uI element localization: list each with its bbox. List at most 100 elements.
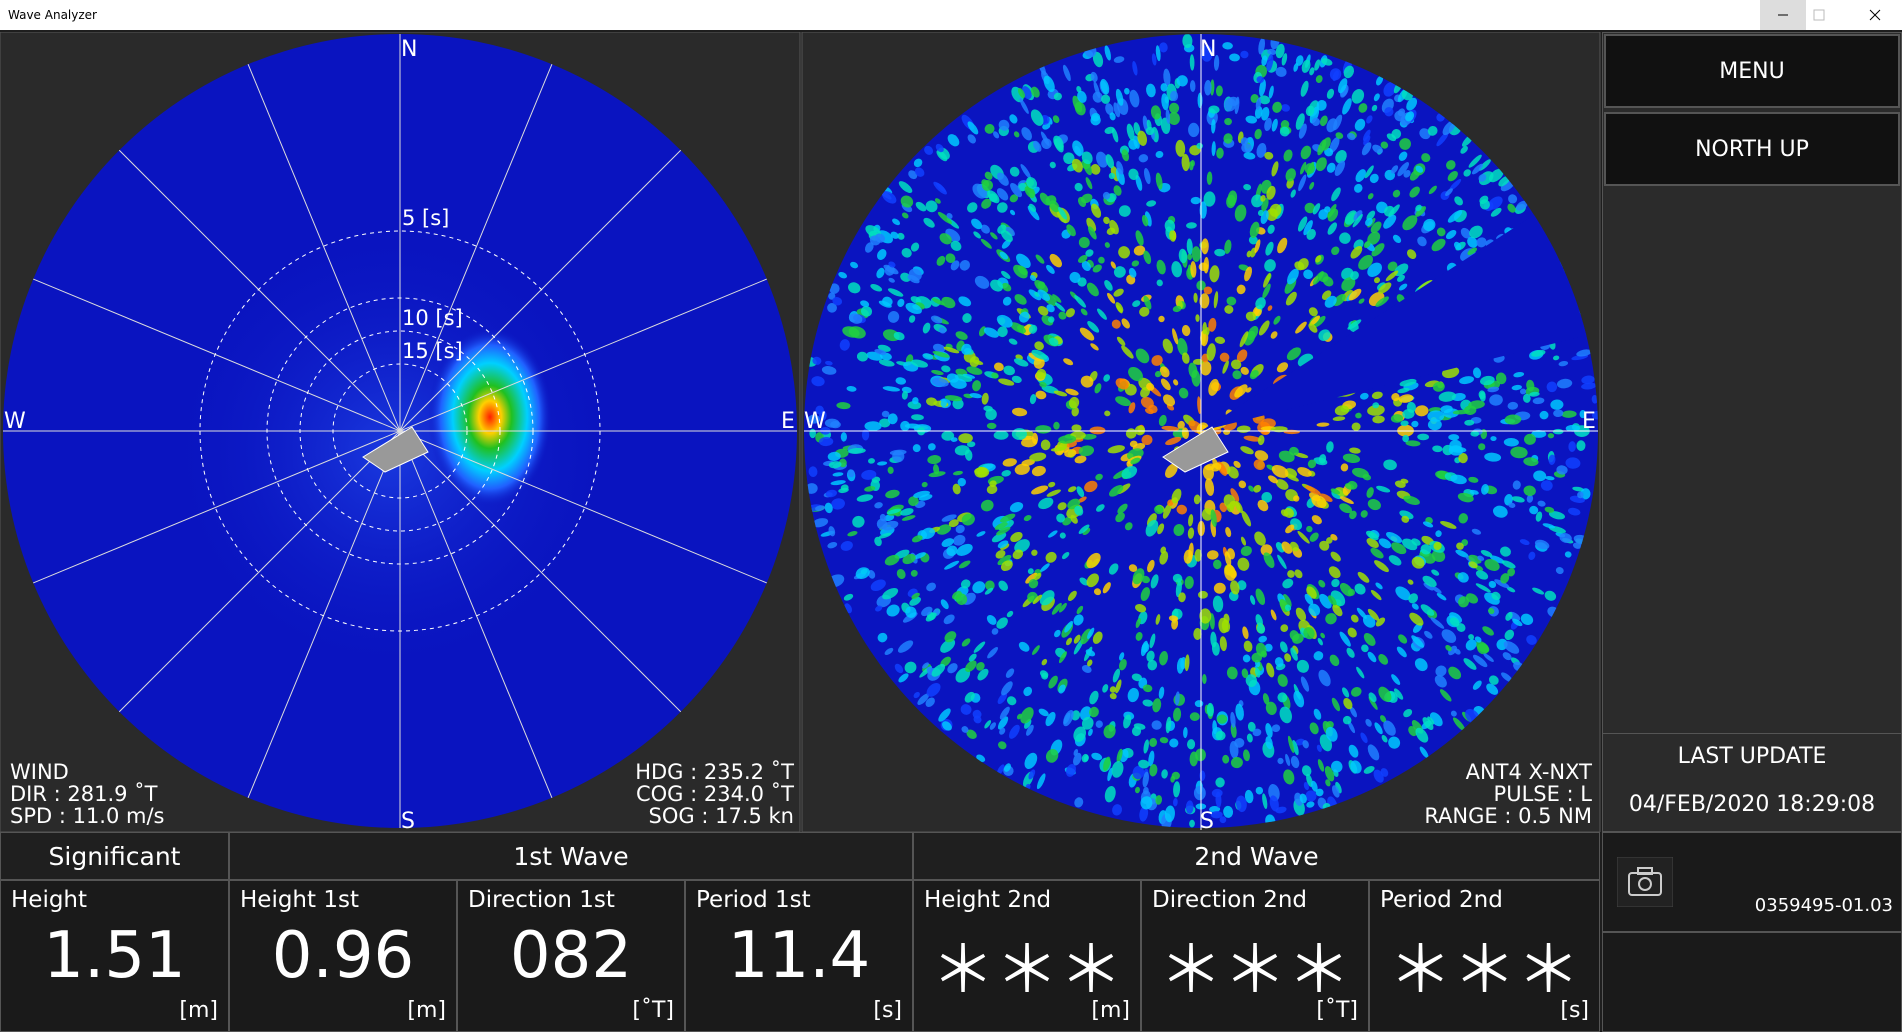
radar-echo [1193,494,1201,505]
radar-echo [924,145,934,155]
radar-echo [1224,117,1232,126]
radar-echo [1358,254,1373,270]
cell-label: Height 1st [240,887,359,913]
radar-echo [1367,193,1374,200]
radar-echo [887,466,894,474]
radar-echo [1027,568,1034,575]
close-icon[interactable] [1869,9,1881,21]
radar-echo [907,401,922,410]
radar-echo [1165,109,1171,124]
radar-echo [1065,388,1079,396]
radar-echo [870,579,886,591]
radar-echo [1357,571,1370,583]
radar-echo [962,313,972,323]
radar-echo [1546,381,1558,393]
radar-echo [1167,499,1174,507]
radar-echo [1041,658,1048,666]
radar-echo [1555,567,1564,575]
radar-echo [935,143,944,153]
radar-echo [941,514,957,522]
radar-echo [1109,686,1117,693]
radar-echo [1086,573,1099,588]
radar-echo [1370,590,1382,601]
radar-echo [1489,555,1505,564]
radar-echo [932,350,950,358]
radar-echo [938,327,946,334]
radar-echo [947,663,958,674]
radar-echo [1391,165,1399,174]
radar-echo [1486,683,1499,695]
radar-echo [1138,759,1150,769]
cell-value: 0.96 [271,919,415,993]
radar-echo [939,233,952,245]
radar-echo [1269,203,1282,217]
radar-echo [1552,355,1560,361]
radar-echo [1293,63,1299,72]
radar-echo [1151,53,1157,66]
radar-echo [953,534,966,546]
radar-echo [1311,780,1318,792]
radar-echo [1299,793,1307,804]
radar-echo [1331,785,1340,798]
radar-echo [1500,546,1511,557]
radar-echo [1058,602,1067,613]
cell-value: 082 [509,919,633,993]
radar-echo [1247,721,1256,732]
radar-echo [1028,578,1039,589]
radar-echo [1448,434,1460,441]
radar-echo [825,360,833,366]
radar-echo [1134,425,1146,436]
camera-button[interactable] [1617,857,1673,907]
radar-echo [892,218,901,226]
radar-echo [1146,382,1155,391]
radar-echo [972,380,982,392]
radar-echo [868,458,875,464]
radar-echo [1446,160,1456,170]
radar-echo [1006,696,1017,706]
radar-echo [1369,173,1379,184]
radar-echo [888,277,895,283]
radar-echo [1178,248,1188,264]
radar-echo [1188,542,1194,560]
radar-echo [1045,551,1057,563]
radar-echo [1391,393,1400,402]
radar-echo [1026,176,1038,189]
radar-echo [1203,286,1213,295]
radar-echo [827,451,841,461]
radar-echo [1445,229,1457,240]
radar-echo [1054,302,1066,312]
radar-echo [984,171,993,180]
radar-echo [1255,97,1262,110]
radar-echo [980,224,990,234]
radar-echo [1528,551,1536,560]
radar-echo [1354,583,1366,595]
radar-echo [1202,322,1207,335]
radar-echo [932,343,946,353]
cell-label: Height [11,887,88,913]
radar-echo [1020,164,1031,179]
radar-echo [1427,419,1442,431]
north-up-button[interactable]: NORTH UP [1604,112,1900,186]
radar-echo [1256,76,1265,83]
radar-echo [1115,302,1124,313]
radar-echo [1385,270,1399,282]
radar-echo [1512,480,1521,490]
radar-echo [1558,361,1569,367]
radar-echo [1475,583,1491,593]
menu-button[interactable]: MENU [1604,34,1900,108]
maximize-button[interactable] [1813,9,1825,21]
radar-echo [1085,249,1094,257]
radar-echo [878,532,892,539]
radar-echo [1308,603,1321,617]
radar-echo [1469,225,1483,239]
radar-echo [986,422,997,430]
radar-echo [1155,795,1163,805]
radar-echo [1480,375,1495,386]
radar-echo [888,261,896,268]
radar-echo [1112,804,1123,816]
radar-echo [1139,306,1150,317]
radar-echo [1215,730,1226,741]
hdg: HDG : 235.2 ˚T [635,760,794,784]
radar-echo [1318,329,1331,342]
radar-echo [941,430,955,441]
